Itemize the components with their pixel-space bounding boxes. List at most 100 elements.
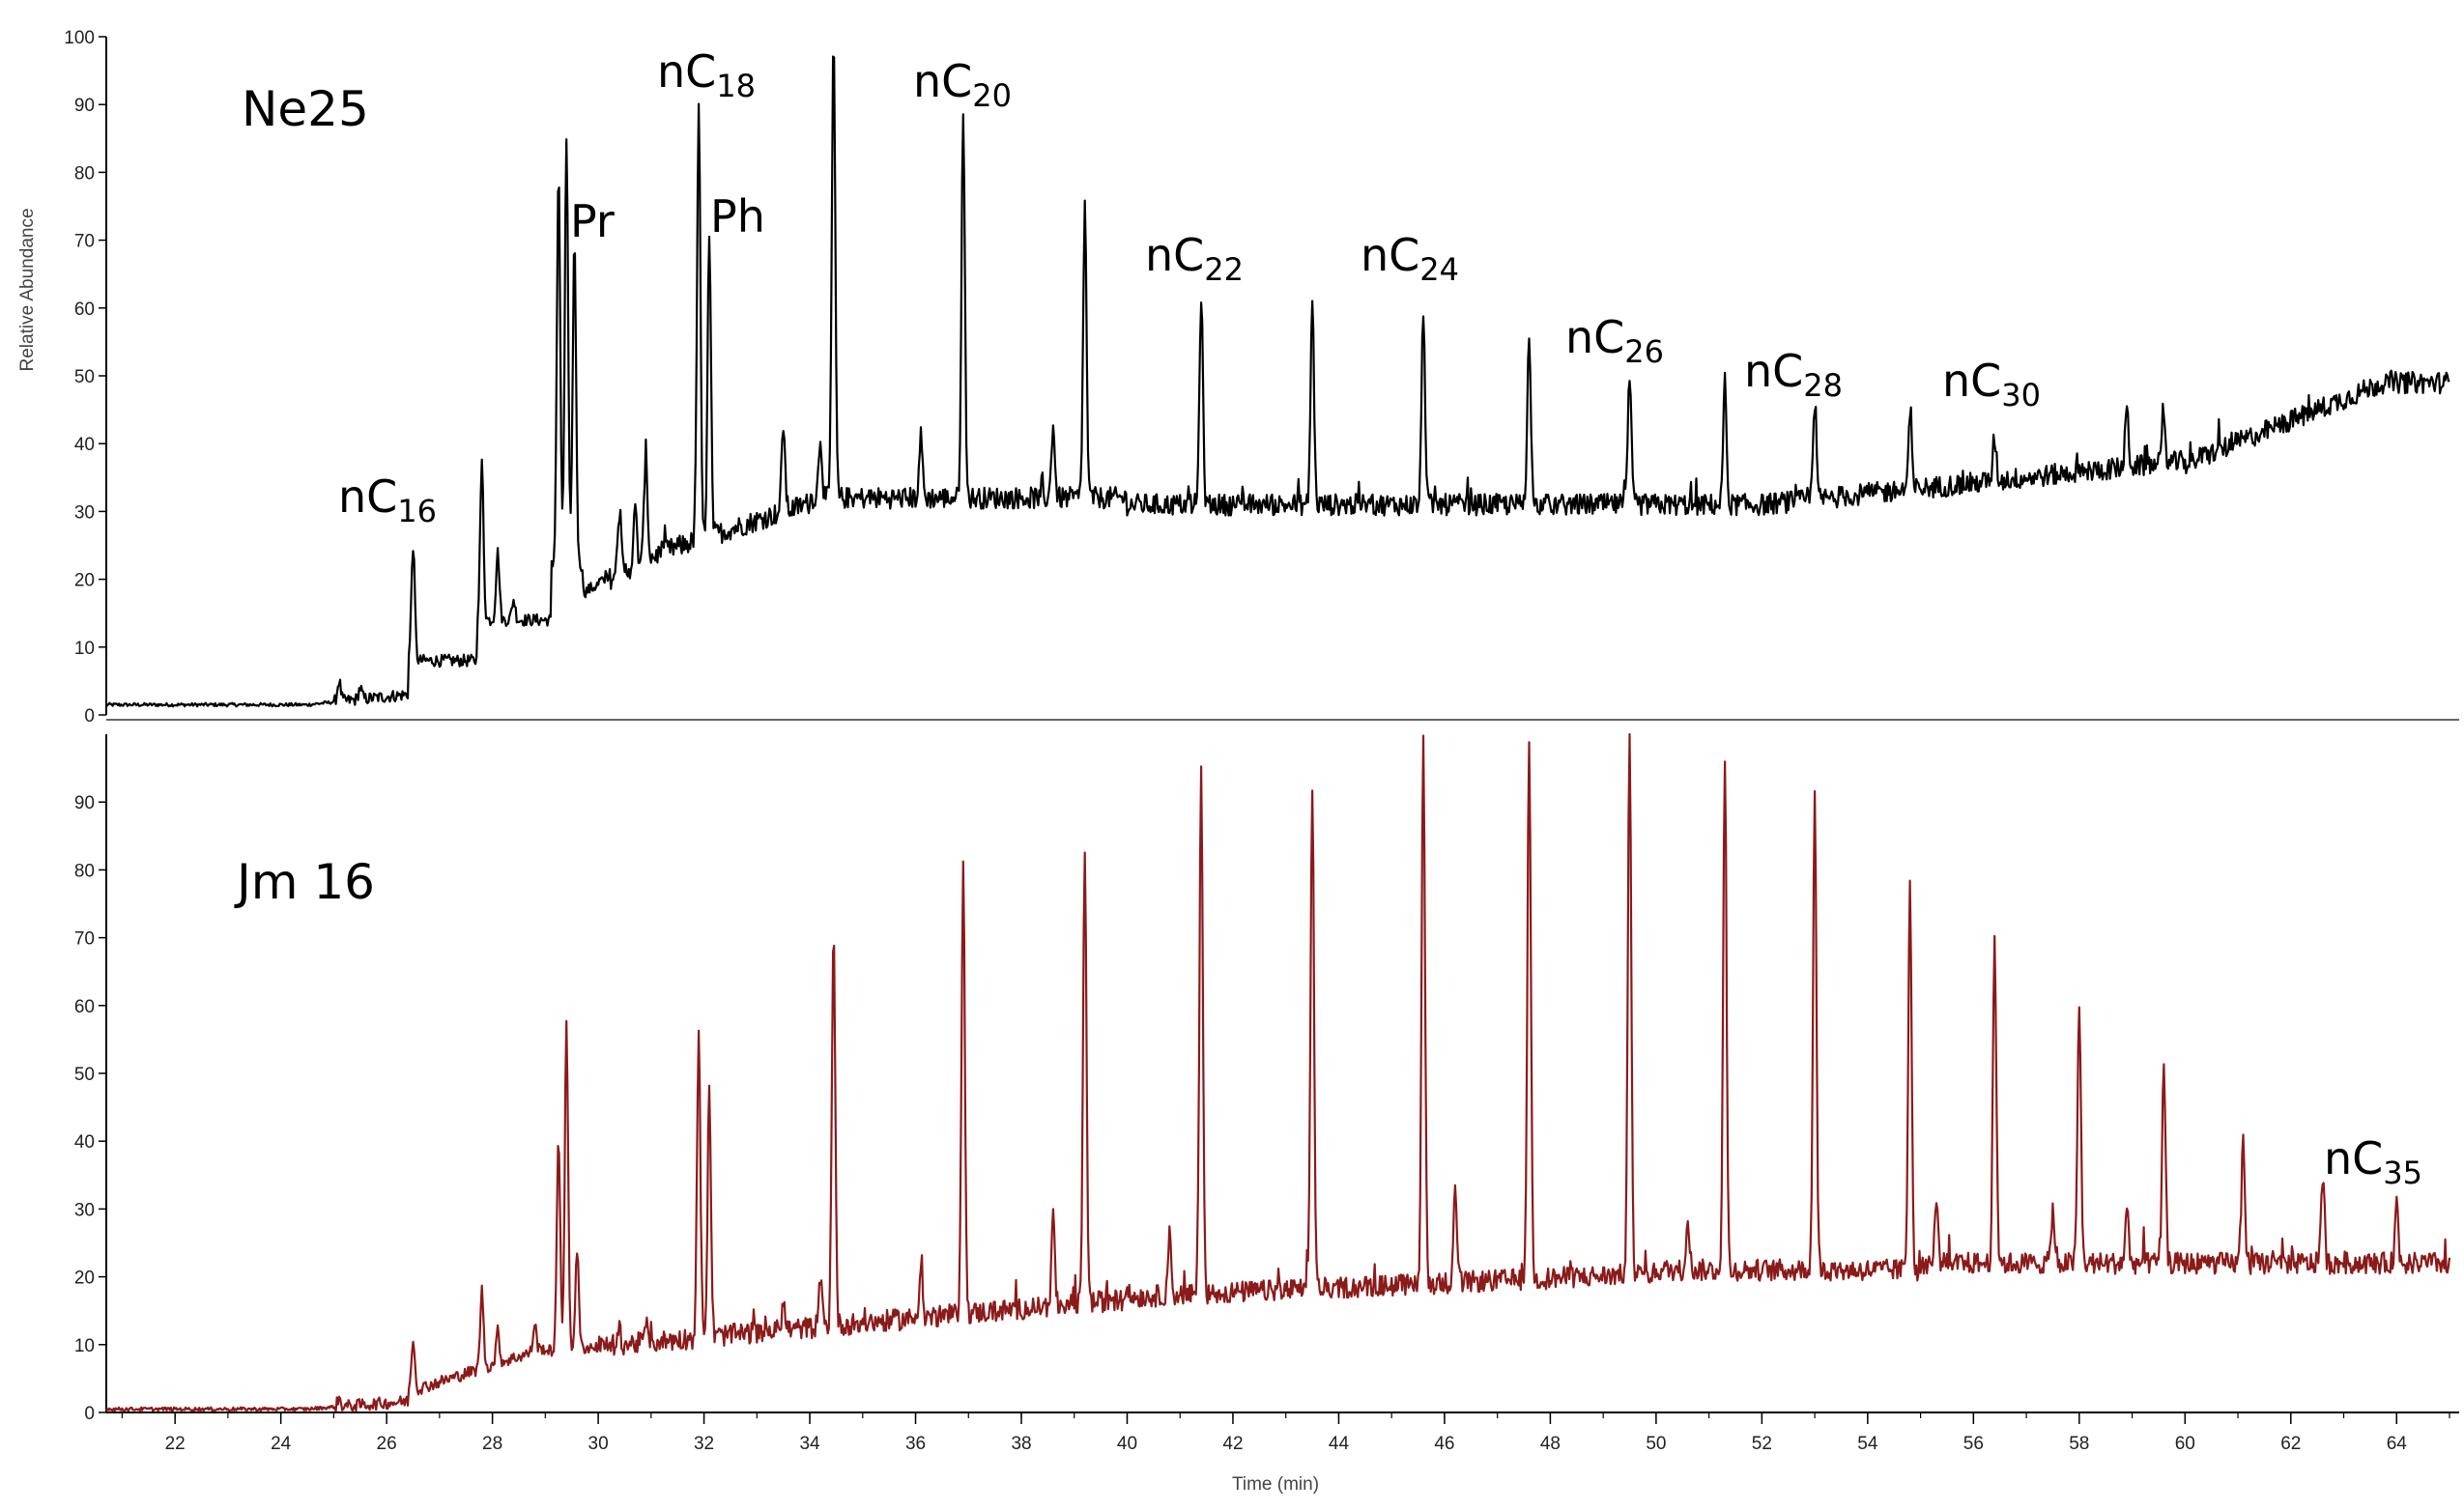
peak-label-nc30: nC30 (1942, 355, 2041, 413)
peak-point (1453, 1181, 1456, 1183)
peak-point (1422, 306, 1425, 309)
y-tick-label: 30 (74, 1200, 95, 1220)
peak-point (565, 137, 568, 140)
peak-point (2163, 422, 2165, 425)
peak-point (2242, 1140, 2245, 1143)
y-tick-label: 20 (74, 1269, 95, 1289)
peak-point (576, 1248, 579, 1251)
peak-point (698, 1038, 701, 1041)
peak-point (1628, 733, 1631, 736)
peak-point (1908, 415, 1911, 418)
peak-point (920, 1262, 923, 1265)
peak-point (1051, 1221, 1054, 1224)
peak-point (558, 171, 560, 174)
y-tick-label: 80 (74, 163, 95, 184)
y-tick-label: 50 (74, 367, 95, 387)
peak-point (1993, 943, 1996, 946)
peak-point (1528, 327, 1531, 329)
peak-point (832, 36, 835, 39)
y-tick-label: 20 (74, 571, 95, 591)
bottom-panel-jm16: 0 10 20 30 40 50 60 70 80 90 Jm 16 nC35 (74, 732, 2451, 1424)
peak-label-nc28: nC28 (1744, 345, 1843, 404)
peak-point (2126, 1208, 2129, 1211)
top-panel-ne25: 0 10 20 30 40 50 60 70 80 90 100 Ne25 nC16 Pr nC18 Ph nC… (64, 28, 2459, 727)
y-tick-label: 0 (84, 1404, 95, 1424)
peak-point (2395, 1201, 2398, 1204)
y-tick-label: 100 (64, 28, 95, 48)
x-tick-label: 60 (2175, 1434, 2195, 1454)
peak-point (1935, 1201, 1938, 1204)
peak-point (818, 1275, 821, 1278)
peak-label-ph: Ph (710, 190, 765, 242)
peak-point (558, 1140, 560, 1143)
peak-point (2077, 1004, 2080, 1007)
peak-label-nc26: nC26 (1565, 311, 1664, 370)
series-line-jm-16 (105, 732, 2451, 1412)
peak-point (533, 1323, 536, 1326)
x-tick-label: 22 (165, 1434, 186, 1454)
x-tick-label: 62 (2280, 1434, 2301, 1454)
y-tick-label: 50 (74, 1065, 95, 1085)
peak-point (480, 1289, 483, 1292)
peak-point (1814, 409, 1817, 412)
peak-point (832, 923, 835, 926)
x-tick-label: 44 (1329, 1434, 1350, 1454)
peak-point (1168, 1235, 1171, 1238)
peak-point (565, 1024, 568, 1027)
x-tick-label: 58 (2069, 1434, 2089, 1454)
y-tick-label: 70 (74, 929, 95, 950)
y-tick-label: 70 (74, 232, 95, 252)
y-tick-label: 60 (74, 997, 95, 1017)
peak-point (920, 436, 923, 439)
series-line-ne25 (105, 55, 2450, 708)
peak-point (2126, 409, 2129, 412)
peak-point (1686, 1214, 1689, 1217)
peak-point (1083, 205, 1086, 208)
peak-label-nc24: nC24 (1361, 229, 1459, 288)
peak-point (1422, 740, 1425, 743)
y-tick-label: 30 (74, 502, 95, 523)
y-tick-label: 0 (84, 706, 95, 727)
y-tick-label: 40 (74, 435, 95, 455)
sample-label-top: Ne25 (242, 81, 369, 137)
x-tick-label: 30 (588, 1434, 609, 1454)
peak-point (1724, 382, 1727, 385)
x-axis: 22 24 26 28 30 32 34 36 38 40 42 44 46 48 50 52 54 56 58 60… (106, 1411, 2459, 1454)
peak-point (1993, 436, 1996, 439)
peak-point (634, 510, 637, 513)
peak-label-nc16: nC16 (338, 470, 437, 529)
peak-point (782, 422, 785, 425)
x-tick-label: 50 (1646, 1434, 1666, 1454)
peak-point (337, 1397, 340, 1400)
peak-label-nc22: nC22 (1145, 229, 1244, 288)
x-tick-label: 46 (1434, 1434, 1454, 1454)
peak-point (617, 510, 620, 513)
x-tick-label: 54 (1857, 1434, 1878, 1454)
peak-point (512, 598, 515, 601)
peak-point (2051, 1208, 2054, 1211)
peak-label-pr: Pr (570, 195, 615, 247)
x-tick-label: 26 (377, 1434, 397, 1454)
y-tick-label: 40 (74, 1132, 95, 1153)
x-tick-label: 24 (271, 1434, 292, 1454)
peak-label-nc18: nC18 (657, 45, 756, 104)
x-tick-label: 56 (1963, 1434, 1984, 1454)
x-tick-label: 52 (1752, 1434, 1772, 1454)
peak-point (1814, 794, 1817, 797)
peak-point (645, 1323, 647, 1326)
peak-point (497, 1329, 500, 1332)
y-tick-label: 10 (74, 1336, 95, 1356)
peak-point (782, 1302, 785, 1305)
peak-label-nc35: nC35 (2324, 1132, 2422, 1191)
peak-point (337, 679, 340, 682)
x-axis-title: Time (min) (1232, 1474, 1319, 1495)
peak-point (497, 551, 500, 554)
peak-point (2163, 1065, 2165, 1068)
peak-point (1724, 760, 1727, 763)
peak-point (818, 436, 821, 439)
y-tick-label: 90 (74, 793, 95, 813)
x-tick-label: 38 (1011, 1434, 1031, 1454)
peak-point (961, 869, 964, 871)
peak-point (698, 110, 701, 113)
